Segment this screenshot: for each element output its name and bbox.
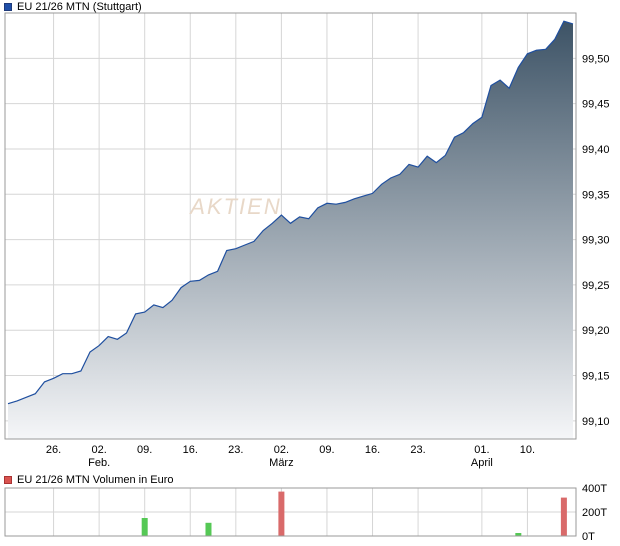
x-tick-label: 01. — [474, 444, 489, 456]
x-tick-label: 16. — [365, 444, 380, 456]
price-legend-swatch — [4, 3, 12, 11]
x-month-label: Feb. — [88, 457, 110, 469]
x-month-label: März — [269, 457, 293, 469]
volume-frame — [4, 487, 577, 537]
x-tick-label: 02. — [91, 444, 106, 456]
x-tick-label: 23. — [410, 444, 425, 456]
x-month-label: April — [471, 457, 493, 469]
x-tick-label: 09. — [319, 444, 334, 456]
price-legend: EU 21/26 MTN (Stuttgart) — [4, 1, 142, 13]
y-tick-label: 99,25 — [582, 280, 610, 292]
volume-tick-label: 200T — [582, 507, 607, 519]
volume-chart-title: EU 21/26 MTN Volumen in Euro — [17, 474, 174, 486]
x-tick-label: 16. — [183, 444, 198, 456]
volume-legend: EU 21/26 MTN Volumen in Euro — [4, 474, 174, 486]
y-tick-label: 99,40 — [582, 144, 610, 156]
x-tick-label: 02. — [274, 444, 289, 456]
x-tick-label: 10. — [520, 444, 535, 456]
volume-bar — [141, 518, 148, 536]
price-area — [8, 21, 573, 439]
y-tick-label: 99,50 — [582, 53, 610, 65]
price-line — [7, 20, 574, 405]
x-tick-label: 09. — [137, 444, 152, 456]
plot-frame — [4, 12, 577, 440]
y-tick-label: 99,45 — [582, 99, 610, 111]
price-chart-title: EU 21/26 MTN (Stuttgart) — [17, 1, 142, 13]
volume-legend-swatch — [4, 476, 12, 484]
volume-tick-label: 0T — [582, 531, 595, 543]
y-tick-label: 99,10 — [582, 416, 610, 428]
y-tick-label: 99,20 — [582, 325, 610, 337]
volume-bar — [515, 533, 522, 536]
volume-tick-label: 400T — [582, 483, 607, 495]
volume-bar — [278, 491, 285, 536]
price-chart: 99,10 99,15 99,20 99,25 99,30 99,35 99,40 99,45… — [4, 12, 610, 469]
volume-bar — [205, 522, 212, 536]
y-tick-label: 99,30 — [582, 235, 610, 247]
watermark: AKTIEN — [188, 194, 281, 219]
x-tick-label: 23. — [228, 444, 243, 456]
volume-chart: 0T 200T 400T — [4, 483, 607, 543]
y-tick-label: 99,15 — [582, 371, 610, 383]
x-tick-label: 26. — [46, 444, 61, 456]
y-tick-label: 99,35 — [582, 189, 610, 201]
volume-bar — [560, 497, 567, 536]
